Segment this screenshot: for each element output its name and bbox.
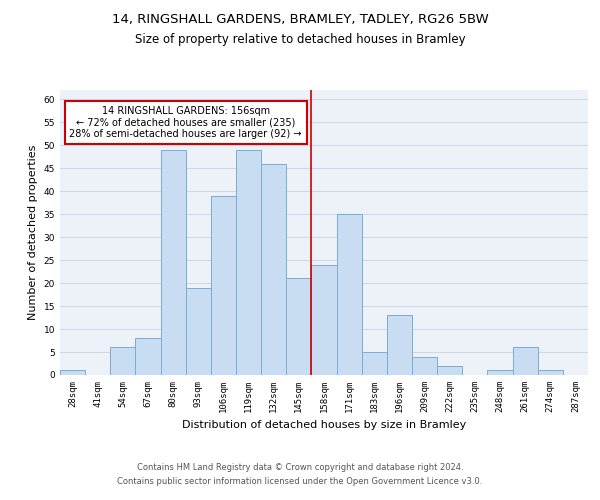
Bar — [512, 348, 538, 375]
Text: 14 RINGSHALL GARDENS: 156sqm
← 72% of detached houses are smaller (235)
28% of s: 14 RINGSHALL GARDENS: 156sqm ← 72% of de… — [70, 106, 302, 140]
Bar — [538, 370, 563, 375]
Bar — [412, 356, 437, 375]
Bar — [337, 214, 362, 375]
Bar — [437, 366, 462, 375]
Bar — [311, 264, 337, 375]
Text: Size of property relative to detached houses in Bramley: Size of property relative to detached ho… — [134, 32, 466, 46]
Bar — [362, 352, 387, 375]
Text: Contains HM Land Registry data © Crown copyright and database right 2024.: Contains HM Land Registry data © Crown c… — [137, 464, 463, 472]
Bar — [387, 315, 412, 375]
Bar — [136, 338, 161, 375]
Bar — [261, 164, 286, 375]
Bar — [236, 150, 261, 375]
Text: 14, RINGSHALL GARDENS, BRAMLEY, TADLEY, RG26 5BW: 14, RINGSHALL GARDENS, BRAMLEY, TADLEY, … — [112, 12, 488, 26]
Y-axis label: Number of detached properties: Number of detached properties — [28, 145, 38, 320]
Bar — [487, 370, 512, 375]
Bar — [186, 288, 211, 375]
Text: Contains public sector information licensed under the Open Government Licence v3: Contains public sector information licen… — [118, 477, 482, 486]
Bar — [286, 278, 311, 375]
Bar — [60, 370, 85, 375]
Bar — [110, 348, 136, 375]
X-axis label: Distribution of detached houses by size in Bramley: Distribution of detached houses by size … — [182, 420, 466, 430]
Bar — [161, 150, 186, 375]
Bar — [211, 196, 236, 375]
